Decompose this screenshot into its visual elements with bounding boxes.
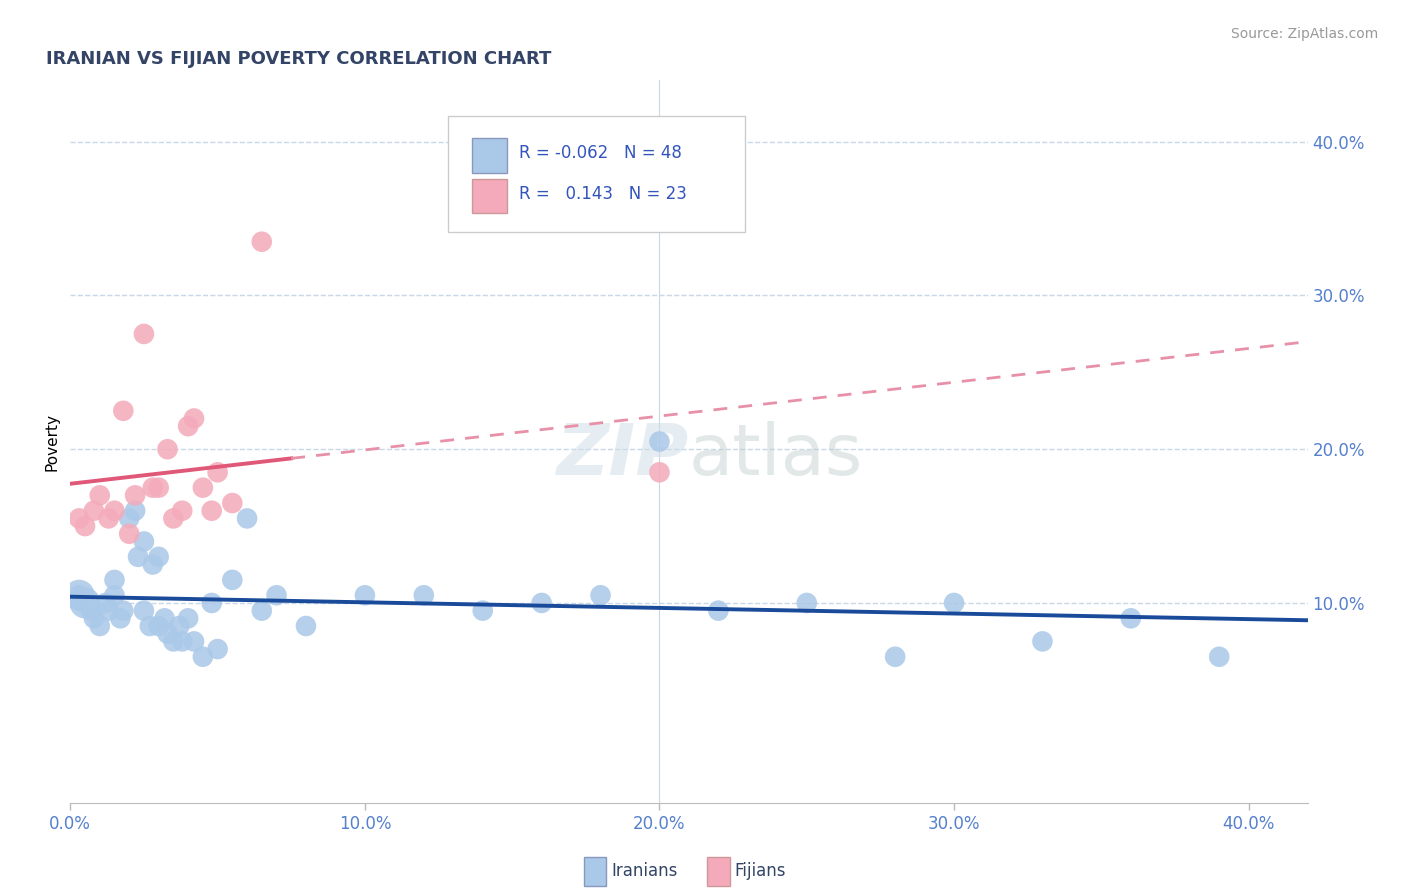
Point — [250, 604, 273, 618]
Point — [156, 626, 179, 640]
Point — [589, 588, 612, 602]
Point — [648, 434, 671, 449]
Point — [162, 511, 184, 525]
Point — [172, 634, 194, 648]
Point — [83, 504, 105, 518]
Point — [207, 642, 229, 657]
Point — [250, 235, 273, 249]
Text: atlas: atlas — [689, 422, 863, 491]
Point — [1119, 611, 1142, 625]
Point — [103, 588, 125, 602]
Point — [177, 419, 200, 434]
Point — [112, 604, 135, 618]
Text: ZIP: ZIP — [557, 422, 689, 491]
Point — [97, 604, 120, 618]
Point — [471, 604, 494, 618]
Point — [412, 588, 434, 602]
Point — [707, 604, 730, 618]
Point — [73, 596, 96, 610]
Text: R = -0.062   N = 48: R = -0.062 N = 48 — [519, 144, 682, 161]
Point — [83, 611, 105, 625]
FancyBboxPatch shape — [583, 857, 606, 886]
Point — [67, 588, 90, 602]
Point — [94, 596, 117, 610]
Point — [156, 442, 179, 457]
Point — [153, 611, 176, 625]
Point — [103, 504, 125, 518]
Point — [142, 558, 165, 572]
Text: Source: ZipAtlas.com: Source: ZipAtlas.com — [1230, 27, 1378, 41]
Point — [67, 588, 90, 602]
Point — [132, 604, 155, 618]
Point — [73, 519, 96, 533]
Point — [1208, 649, 1230, 664]
Point — [110, 611, 132, 625]
Point — [796, 596, 818, 610]
Point — [191, 481, 214, 495]
Point — [132, 534, 155, 549]
Point — [266, 588, 288, 602]
Point — [139, 619, 162, 633]
Y-axis label: Poverty: Poverty — [44, 412, 59, 471]
FancyBboxPatch shape — [447, 116, 745, 232]
Point — [142, 481, 165, 495]
Point — [884, 649, 907, 664]
Point — [172, 504, 194, 518]
Point — [89, 488, 111, 502]
Point — [221, 573, 243, 587]
Point — [191, 649, 214, 664]
FancyBboxPatch shape — [472, 178, 508, 213]
Point — [67, 511, 90, 525]
Point — [148, 549, 170, 564]
FancyBboxPatch shape — [472, 138, 508, 173]
Point — [221, 496, 243, 510]
Point — [124, 488, 146, 502]
Point — [207, 465, 229, 479]
Point — [103, 573, 125, 587]
Point — [118, 526, 141, 541]
Point — [183, 634, 205, 648]
Point — [162, 634, 184, 648]
Point — [648, 465, 671, 479]
Point — [148, 619, 170, 633]
Point — [97, 511, 120, 525]
Point — [132, 326, 155, 341]
Text: R =   0.143   N = 23: R = 0.143 N = 23 — [519, 186, 688, 203]
Point — [148, 481, 170, 495]
Point — [124, 504, 146, 518]
Point — [295, 619, 318, 633]
Point — [118, 511, 141, 525]
Point — [177, 611, 200, 625]
Point — [127, 549, 149, 564]
Point — [354, 588, 377, 602]
Text: Iranians: Iranians — [612, 863, 678, 880]
Point — [530, 596, 553, 610]
Point — [80, 604, 103, 618]
Text: Fijians: Fijians — [735, 863, 786, 880]
Point — [236, 511, 259, 525]
Text: IRANIAN VS FIJIAN POVERTY CORRELATION CHART: IRANIAN VS FIJIAN POVERTY CORRELATION CH… — [45, 50, 551, 68]
Point — [183, 411, 205, 425]
Point — [73, 596, 96, 610]
Point — [169, 619, 191, 633]
Point — [112, 404, 135, 418]
Point — [201, 596, 224, 610]
Point — [1031, 634, 1053, 648]
Point — [201, 504, 224, 518]
FancyBboxPatch shape — [707, 857, 730, 886]
Point — [943, 596, 966, 610]
Point — [89, 619, 111, 633]
